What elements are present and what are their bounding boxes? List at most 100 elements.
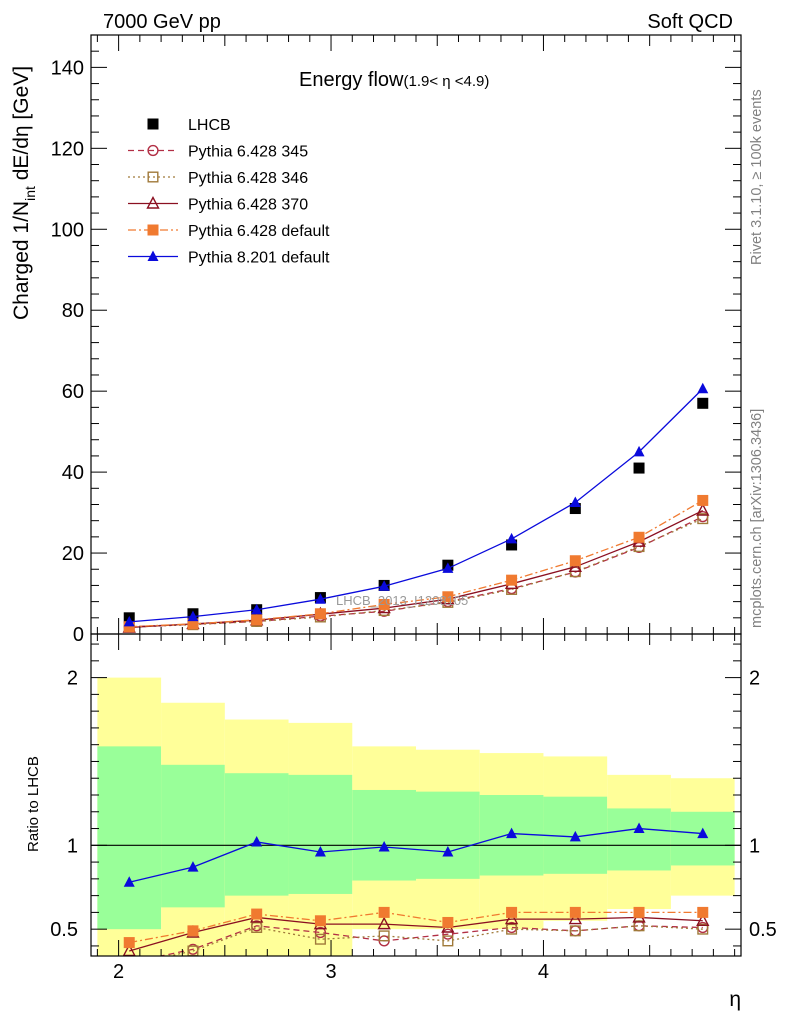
data-point-pythia-6-428-default (187, 618, 199, 630)
data-point-lhcb (633, 462, 645, 474)
series-line-pythia-6-428-346 (129, 518, 704, 628)
ratio-point-pythia-6-428-346 (314, 933, 326, 945)
data-point-pythia-8-201-default (187, 610, 199, 622)
ratio-point-pythia-6-428-default (251, 908, 263, 920)
legend-marker (146, 195, 160, 209)
ratio-axis-ticks (91, 634, 741, 956)
data-point-pythia-6-428-default (442, 591, 454, 603)
ratio-point-pythia-8-201-default (251, 835, 263, 847)
data-point-pythia-6-428-370 (696, 503, 710, 516)
legend-marker (147, 118, 159, 130)
main-y-axis-label-sub: int (22, 186, 38, 201)
ratio-point-pythia-6-428-370 (696, 913, 710, 926)
x-tick-label: 2 (113, 961, 124, 983)
legend-label: Pythia 6.428 default (188, 223, 330, 240)
green-band-bin (416, 791, 480, 879)
ratio-line-pythia-8-201-default (129, 827, 703, 883)
ratio-line-pythia-6-428-346 (165, 925, 703, 956)
ratio-data-area (122, 822, 710, 956)
data-point-pythia-6-428-default (123, 621, 135, 633)
ratio-point-pythia-6-428-370 (377, 916, 391, 930)
ratio-point-pythia-6-428-default (187, 925, 199, 937)
data-point-lhcb (506, 539, 518, 551)
data-point-pythia-6-428-default (378, 598, 390, 610)
data-point-pythia-6-428-346 (697, 513, 709, 525)
ratio-point-pythia-6-428-346 (442, 935, 454, 947)
legend-entry-pythia-6-428-370: Pythia 6.428 370 (128, 195, 308, 214)
ratio-panel: 0.5 0.5 1 1 2 2 Ratio to LHCB 2 3 4 η (25, 633, 777, 1011)
legend-marker (147, 144, 159, 157)
legend-entry-pythia-6-428-346: Pythia 6.428 346 (128, 170, 308, 187)
data-point-pythia-8-201-default (506, 532, 518, 544)
data-point-pythia-6-428-default (569, 555, 581, 567)
header-right: Soft QCD (647, 11, 733, 33)
ratio-point-pythia-8-201-default (633, 822, 645, 834)
series-line-pythia-6-428-370 (129, 509, 704, 629)
data-point-pythia-6-428-default (697, 494, 709, 506)
ratio-series-pythia-6-428-default (123, 906, 709, 949)
series-pythia-8-201-default (123, 382, 709, 627)
ratio-point-pythia-6-428-346 (633, 920, 645, 932)
ratio-point-pythia-8-201-default (506, 827, 518, 839)
plot-title-range: (1.9< η <4.9) (404, 73, 490, 90)
data-point-pythia-6-428-default (251, 614, 263, 626)
ratio-y-tick-labels: 0.5 0.5 1 1 2 2 (50, 668, 777, 942)
green-band-bin (352, 789, 416, 881)
legend-label: Pythia 8.201 default (188, 250, 330, 267)
ratio-point-pythia-8-201-default (697, 827, 709, 839)
ratio-point-pythia-8-201-default (123, 876, 135, 887)
legend-entry-lhcb: LHCB (147, 117, 231, 134)
series-pythia-6-428-345 (123, 511, 709, 633)
data-point-pythia-8-201-default (569, 496, 581, 507)
ratio-y-tick-label-left: 0.5 (50, 919, 78, 941)
series-line-pythia-8-201-default (129, 388, 704, 623)
ratio-point-pythia-6-428-346 (378, 930, 390, 942)
green-band-bin (224, 773, 289, 896)
plot-title: Energy flow(1.9< η <4.9) (299, 69, 489, 91)
main-y-axis-label: Charged 1/Nint dE/dη [GeV] (10, 66, 38, 320)
mcplots-label: mcplots.cern.ch [arXiv:1306.3436] (749, 409, 765, 628)
ratio-point-pythia-6-428-370 (504, 911, 519, 925)
ratio-point-pythia-8-201-default (442, 846, 454, 857)
legend-marker (147, 250, 159, 261)
x-tick-labels: 2 3 4 (113, 961, 549, 983)
data-point-pythia-8-201-default (378, 580, 390, 591)
data-point-lhcb (697, 397, 709, 409)
ratio-point-pythia-8-201-default (314, 846, 326, 857)
data-point-pythia-6-428-default (633, 531, 645, 543)
ratio-y-tick-label-right: 0.5 (749, 919, 777, 941)
main-y-tick-label: 0 (73, 624, 84, 646)
data-point-pythia-8-201-default (442, 562, 454, 573)
main-y-tick-label: 140 (51, 57, 84, 79)
data-point-pythia-6-428-default (506, 574, 518, 586)
legend-label: Pythia 6.428 346 (188, 170, 308, 187)
data-point-pythia-8-201-default (314, 593, 326, 604)
ratio-y-tick-label-right: 1 (749, 835, 760, 857)
main-axis-ticks (91, 34, 741, 635)
data-point-pythia-8-201-default (251, 603, 263, 615)
ratio-point-pythia-6-428-370 (568, 911, 582, 925)
ratio-point-pythia-6-428-default (442, 916, 454, 928)
legend-label: LHCB (188, 117, 231, 134)
legend-label: Pythia 6.428 345 (188, 144, 308, 161)
data-point-pythia-6-428-default (314, 608, 326, 620)
data-point-pythia-8-201-default (697, 382, 709, 394)
ratio-point-pythia-6-428-345 (314, 926, 327, 939)
series-line-pythia-6-428-default (129, 499, 704, 628)
ratio-series-pythia-6-428-370 (122, 909, 710, 956)
ratio-point-pythia-6-428-346 (506, 923, 518, 935)
main-watermark: LHCB_2013_I1208105 (336, 593, 468, 608)
ratio-point-pythia-6-428-default (697, 906, 709, 918)
ratio-point-pythia-6-428-346 (697, 923, 709, 935)
ratio-series-pythia-8-201-default (123, 822, 709, 887)
rivet-label: Rivet 3.1.10, ≥ 100k events (749, 89, 765, 265)
main-y-tick-label: 60 (62, 381, 84, 403)
legend-marker (147, 171, 159, 183)
data-point-pythia-8-201-default (633, 445, 645, 457)
ratio-line-pythia-6-428-default (129, 911, 703, 944)
green-band-bin (97, 746, 162, 930)
ratio-y-tick-label-left: 2 (67, 668, 78, 690)
main-y-tick-labels: 0 20 40 60 80 100 120 140 (51, 57, 84, 646)
ratio-point-pythia-8-201-default (187, 861, 199, 872)
ratio-point-pythia-6-428-default (569, 906, 581, 918)
